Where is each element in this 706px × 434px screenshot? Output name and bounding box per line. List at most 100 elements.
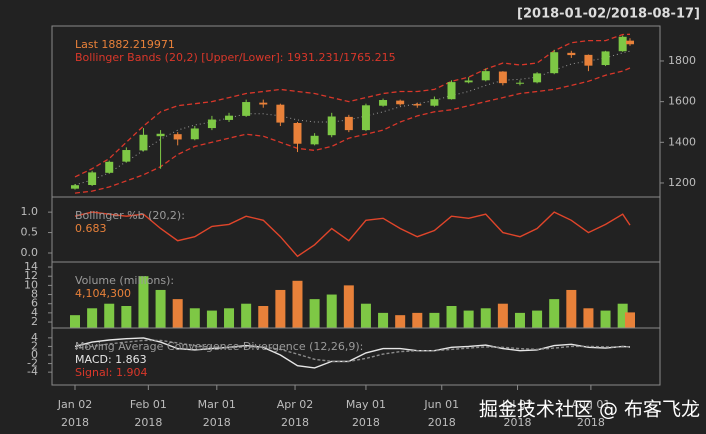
y-tick-label: -2 xyxy=(27,357,38,370)
line xyxy=(74,339,631,363)
candle-body xyxy=(413,104,422,106)
candle-body xyxy=(344,116,353,131)
volume-bar xyxy=(463,310,474,328)
annotation: 0.683 xyxy=(75,222,107,235)
volume-bar xyxy=(87,308,98,328)
volume-bar xyxy=(275,289,286,328)
candle-body xyxy=(447,82,456,100)
candle-body xyxy=(515,82,524,84)
y-tick-label: 0 xyxy=(31,348,38,361)
annotation: Volume (millions): xyxy=(75,274,174,287)
candle-body xyxy=(105,161,114,173)
candle-body xyxy=(310,135,319,145)
x-tick-label: May 01 2018 xyxy=(346,398,386,429)
volume-bar xyxy=(395,315,406,328)
volume-bar xyxy=(566,289,577,328)
volume-bar xyxy=(121,306,132,328)
volume-bar xyxy=(292,280,303,328)
y-tick-label: 1800 xyxy=(668,54,696,67)
y-tick-label: -4 xyxy=(27,365,38,378)
volume-bar xyxy=(172,299,183,328)
candle-body xyxy=(481,71,490,81)
volume-bar xyxy=(241,303,252,328)
volume-bar xyxy=(617,303,628,328)
candle-body xyxy=(207,119,216,129)
x-tick-label: Aug 01 2018 xyxy=(571,398,610,429)
candle-body xyxy=(618,36,627,52)
volume-bar xyxy=(326,294,337,328)
panel-frame xyxy=(51,196,661,263)
x-tick-label: Mar 01 2018 xyxy=(198,398,236,429)
volume-bar xyxy=(155,289,166,328)
volume-bar xyxy=(625,312,635,328)
x-tick-label: Jul 02 2018 xyxy=(501,398,533,429)
candle-body xyxy=(430,99,439,106)
candle-body xyxy=(139,134,148,151)
volume-bar xyxy=(206,310,217,328)
volume-bar xyxy=(583,308,594,328)
volume-bar xyxy=(549,299,560,328)
y-tick-label: 0.5 xyxy=(21,226,39,239)
volume-bar xyxy=(138,276,149,328)
candle-body xyxy=(173,134,182,140)
annotation: Bollinger Bands (20,2) [Upper/Lower]: 19… xyxy=(75,51,396,64)
line xyxy=(74,337,631,369)
candle-body xyxy=(396,100,405,105)
annotation: MACD: 1.863 xyxy=(75,353,147,366)
annotation: Signal: 1.904 xyxy=(75,366,147,379)
candle-body xyxy=(498,71,507,84)
candle-body xyxy=(533,73,542,83)
y-tick-label: 1200 xyxy=(668,176,696,189)
volume-bar xyxy=(514,312,525,328)
candle-body xyxy=(71,185,79,189)
volume-bar xyxy=(309,299,320,328)
bollinger-band xyxy=(74,33,631,178)
y-tick-label: 4 xyxy=(31,306,38,319)
candle-body xyxy=(550,52,559,74)
y-tick-label: 14 xyxy=(24,260,38,273)
candle-body xyxy=(242,102,251,116)
candle-body xyxy=(190,128,199,140)
candle-body xyxy=(626,40,634,45)
annotation: Bollinger %b (20,2): xyxy=(75,209,185,222)
candle-body xyxy=(584,54,593,66)
line xyxy=(74,211,631,258)
volume-bar xyxy=(189,308,200,328)
candle-body xyxy=(225,115,234,120)
y-tick-label: 6 xyxy=(31,297,38,310)
volume-bar xyxy=(104,303,115,328)
candle-body xyxy=(464,80,473,83)
volume-bar xyxy=(600,310,611,328)
annotation: Moving Average Convergence Divergence (1… xyxy=(75,340,363,353)
candle-body xyxy=(88,172,97,186)
bollinger-band xyxy=(74,67,631,194)
candle-body xyxy=(293,122,302,144)
x-tick-label: Jan 02 2018 xyxy=(57,398,92,429)
y-tick-label: 12 xyxy=(24,269,38,282)
volume-bar xyxy=(480,308,491,328)
watermark: 掘金技术社区 @ 布客飞龙 xyxy=(479,399,700,421)
y-tick-label: 1.0 xyxy=(21,205,39,218)
candle-body xyxy=(379,100,388,106)
candle-body xyxy=(122,150,131,162)
x-tick-label: Jun 01 2018 xyxy=(423,398,459,429)
y-tick-label: 4 xyxy=(31,331,38,344)
volume-bar xyxy=(343,285,354,328)
volume-bar xyxy=(412,312,423,328)
annotation: 4,104,300 xyxy=(75,287,131,300)
volume-bar xyxy=(258,306,269,328)
x-tick-label: Apr 02 2018 xyxy=(277,398,314,429)
volume-bar xyxy=(378,312,389,328)
y-tick-label: 10 xyxy=(24,278,38,291)
candle-body xyxy=(601,51,610,66)
y-tick-label: 8 xyxy=(31,288,38,301)
x-tick-label: Feb 01 2018 xyxy=(130,398,167,429)
volume-bar xyxy=(224,308,235,328)
candle-body xyxy=(567,52,576,56)
candle-body xyxy=(276,104,285,123)
y-tick-label: 0.0 xyxy=(21,246,39,259)
y-tick-label: 2 xyxy=(31,339,38,352)
y-tick-label: 1600 xyxy=(668,95,696,108)
candle-body xyxy=(259,102,268,105)
